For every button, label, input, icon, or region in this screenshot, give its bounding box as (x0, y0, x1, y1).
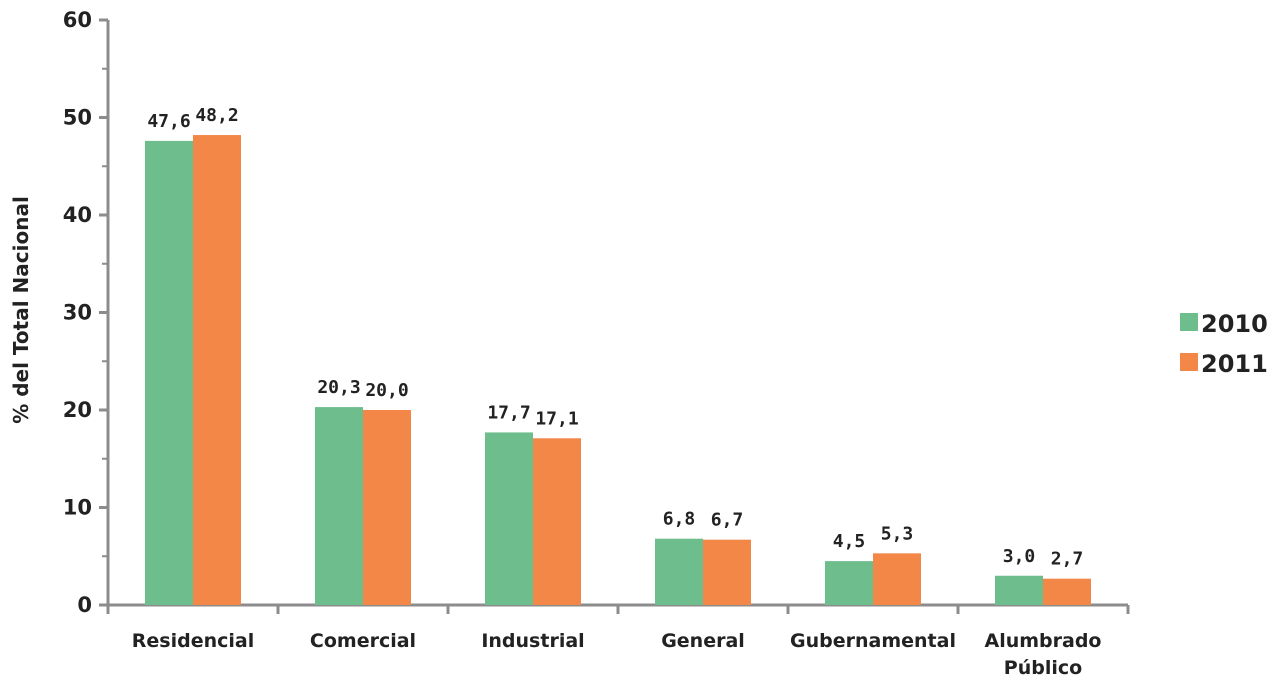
bar-2010-0 (145, 140, 193, 605)
bars (145, 135, 1091, 606)
bar-2011-2 (533, 438, 581, 605)
bar-2010-4 (825, 561, 873, 605)
y-tick-label: 10 (63, 496, 92, 520)
legend-label: 2010 (1201, 310, 1268, 338)
y-tick-label: 60 (63, 8, 92, 32)
y-tick-label: 20 (63, 398, 92, 422)
x-axis: Residencial Comercial Industrial General Gub… (106, 603, 1130, 677)
bar-2011-3 (703, 539, 751, 605)
data-label: 4,5 (833, 531, 866, 552)
legend-swatch-2010 (1180, 313, 1198, 331)
y-tick-label: 30 (63, 301, 92, 325)
legend: 2010 2011 (1180, 310, 1268, 378)
data-label: 48,2 (195, 105, 238, 126)
data-label: 3,0 (1003, 546, 1036, 567)
x-tick-label: Residencial (132, 630, 254, 652)
bar-2011-5 (1043, 578, 1091, 605)
bar-2010-1 (315, 407, 363, 605)
data-label: 17,1 (535, 408, 578, 429)
x-tick-label: Alumbrado Público (985, 630, 1102, 677)
bar-2011-1 (363, 410, 411, 605)
bar-2010-2 (485, 432, 533, 605)
data-labels: 47,6 20,3 17,7 6,8 4,5 3,0 48,2 20,0 17,1 6,7 5,3 2… (147, 105, 1083, 570)
data-label: 5,3 (881, 523, 914, 544)
y-tick-label: 0 (77, 593, 92, 617)
data-label: 20,0 (365, 380, 408, 401)
data-label: 6,7 (711, 510, 744, 531)
bar-2011-4 (873, 553, 921, 605)
bar-2011-0 (193, 135, 241, 606)
y-tick-label: 40 (63, 203, 92, 227)
data-label: 47,6 (147, 111, 190, 132)
x-tick-label: Gubernamental (790, 630, 956, 652)
legend-label: 2011 (1201, 350, 1268, 378)
y-tick-label: 50 (63, 106, 92, 130)
y-axis-label: % del Total Nacional (9, 196, 33, 424)
bar-2010-3 (655, 538, 703, 605)
x-tick-label: General (661, 630, 745, 652)
bar-2010-5 (995, 575, 1043, 605)
legend-swatch-2011 (1180, 353, 1198, 371)
data-label: 17,7 (487, 402, 530, 423)
y-axis: 0 10 20 30 40 50 60 (63, 8, 110, 617)
x-tick-label: Comercial (310, 630, 416, 652)
data-label: 6,8 (663, 509, 696, 530)
data-label: 2,7 (1051, 549, 1084, 570)
data-label: 20,3 (317, 377, 360, 398)
x-tick-label: Industrial (481, 630, 584, 652)
